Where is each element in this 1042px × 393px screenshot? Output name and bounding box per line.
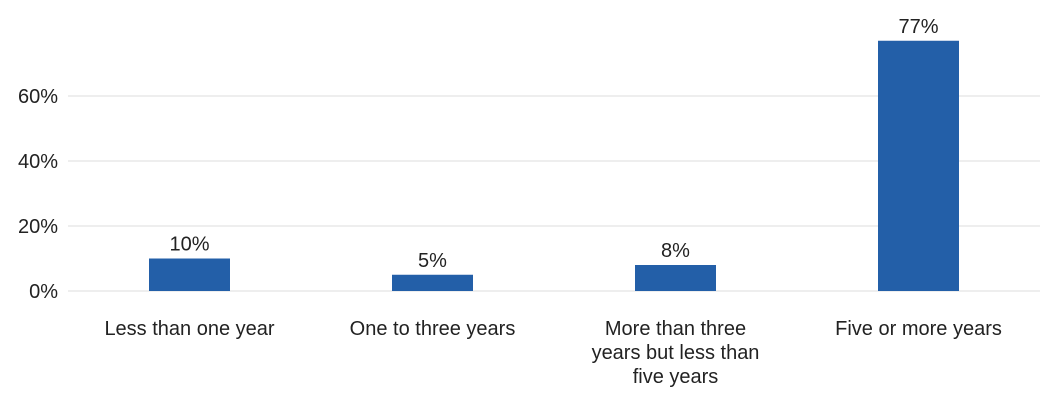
category-label: Five or more years	[835, 318, 1002, 340]
y-tick-label: 40%	[18, 151, 58, 173]
data-labels: 10% 5% 8% 77%	[169, 16, 938, 272]
category-label-line: Less than one year	[104, 318, 274, 340]
y-tick-label: 20%	[18, 216, 58, 238]
y-tick-label: 0%	[29, 281, 58, 303]
category-label-line: Five or more years	[835, 318, 1002, 340]
data-label: 5%	[418, 250, 447, 272]
data-label: 8%	[661, 240, 690, 262]
x-axis-categories: Less than one year One to three years More…	[104, 318, 1001, 388]
category-label-line: five years	[633, 366, 719, 388]
bar	[392, 274, 473, 291]
category-label-line: One to three years	[350, 318, 516, 340]
category-label: Less than one year	[104, 318, 274, 340]
y-axis-ticks: 0% 20% 40% 60%	[18, 86, 58, 303]
bar	[149, 258, 230, 291]
data-label: 77%	[898, 16, 938, 38]
category-label: One to three years	[350, 318, 516, 340]
bar	[878, 40, 959, 291]
bar	[635, 265, 716, 291]
category-label: More than three years but less than five y…	[592, 318, 760, 388]
bars	[149, 40, 959, 291]
data-label: 10%	[169, 234, 209, 256]
category-label-line: years but less than	[592, 342, 760, 364]
y-tick-label: 60%	[18, 86, 58, 108]
category-label-line: More than three	[605, 318, 746, 340]
